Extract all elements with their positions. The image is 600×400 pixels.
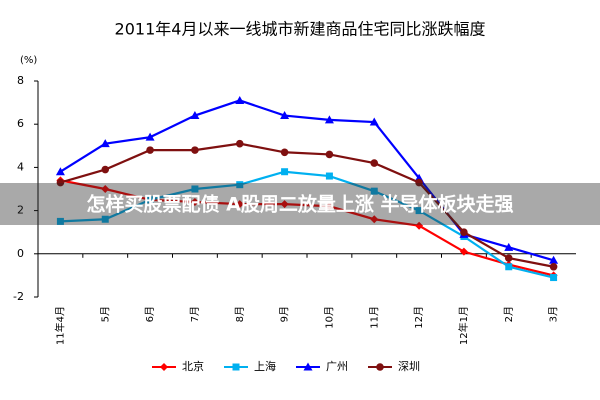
marker (160, 363, 168, 371)
marker (146, 196, 154, 204)
x-tick-label: 12年1月 (457, 306, 470, 345)
marker (280, 148, 289, 157)
marker (370, 187, 378, 195)
series-line (60, 170, 554, 279)
marker (369, 117, 379, 126)
overlay-banner (0, 183, 600, 225)
marker (303, 362, 313, 371)
marker (550, 274, 558, 282)
marker (370, 215, 379, 224)
series-line (60, 179, 554, 277)
x-tick-label: 8月 (234, 306, 246, 322)
overlay-text: 怎样买股票配债 A股周二放量上涨 半导体板块走强 (87, 193, 514, 216)
marker (370, 159, 379, 167)
legend-label: 深圳 (398, 360, 420, 373)
y-tick-label: 8 (17, 74, 24, 87)
series-line (59, 99, 554, 262)
marker (101, 165, 110, 174)
marker (549, 255, 559, 264)
marker (325, 202, 334, 211)
marker (415, 178, 423, 187)
marker (460, 228, 468, 236)
marker (101, 215, 109, 223)
marker (504, 242, 514, 251)
x-tick-label: 3月 (548, 306, 560, 322)
marker (190, 197, 199, 206)
marker (235, 200, 244, 209)
chart-title: 2011年4月以来一线城市新建商品住宅同比涨跌幅度 (115, 20, 486, 39)
marker (325, 150, 334, 159)
x-tick-label: 6月 (144, 306, 156, 322)
marker (101, 185, 110, 193)
y-axis-label: (%) (20, 55, 37, 66)
marker (146, 146, 154, 154)
marker (236, 181, 244, 189)
marker (235, 95, 245, 104)
marker (145, 132, 155, 141)
marker (191, 146, 199, 154)
x-tick-label: 11月 (368, 306, 380, 329)
legend-label: 上海 (254, 359, 276, 373)
marker (415, 221, 424, 230)
x-tick-label: 9月 (279, 306, 291, 322)
y-tick-label: -2 (13, 290, 24, 303)
marker (56, 178, 65, 187)
marker (190, 111, 200, 120)
marker (415, 207, 423, 215)
x-tick-label: 5月 (99, 306, 111, 322)
y-tick-label: 2 (17, 204, 24, 217)
series-line (60, 142, 554, 268)
y-tick-label: 6 (17, 117, 24, 130)
x-tick-label: 2月 (503, 306, 515, 322)
marker (325, 172, 333, 180)
legend-label: 北京 (182, 359, 204, 373)
marker (191, 185, 199, 193)
marker (281, 168, 289, 176)
marker (459, 247, 468, 256)
x-tick-label: 11年4月 (53, 306, 66, 345)
marker (376, 363, 384, 371)
marker (505, 263, 513, 271)
y-tick-label: 4 (17, 160, 24, 173)
marker (280, 111, 290, 120)
x-tick-label: 12月 (413, 306, 425, 329)
marker (280, 200, 289, 209)
marker (55, 167, 65, 176)
marker (549, 262, 558, 271)
marker (324, 115, 334, 124)
marker (232, 363, 240, 371)
x-tick-label: 10月 (323, 306, 335, 329)
y-tick-label: 0 (17, 247, 24, 260)
marker (100, 139, 110, 148)
legend-label: 广州 (326, 360, 348, 373)
x-tick-label: 7月 (189, 306, 201, 322)
marker (56, 217, 64, 225)
marker (504, 254, 513, 262)
marker (235, 139, 244, 148)
